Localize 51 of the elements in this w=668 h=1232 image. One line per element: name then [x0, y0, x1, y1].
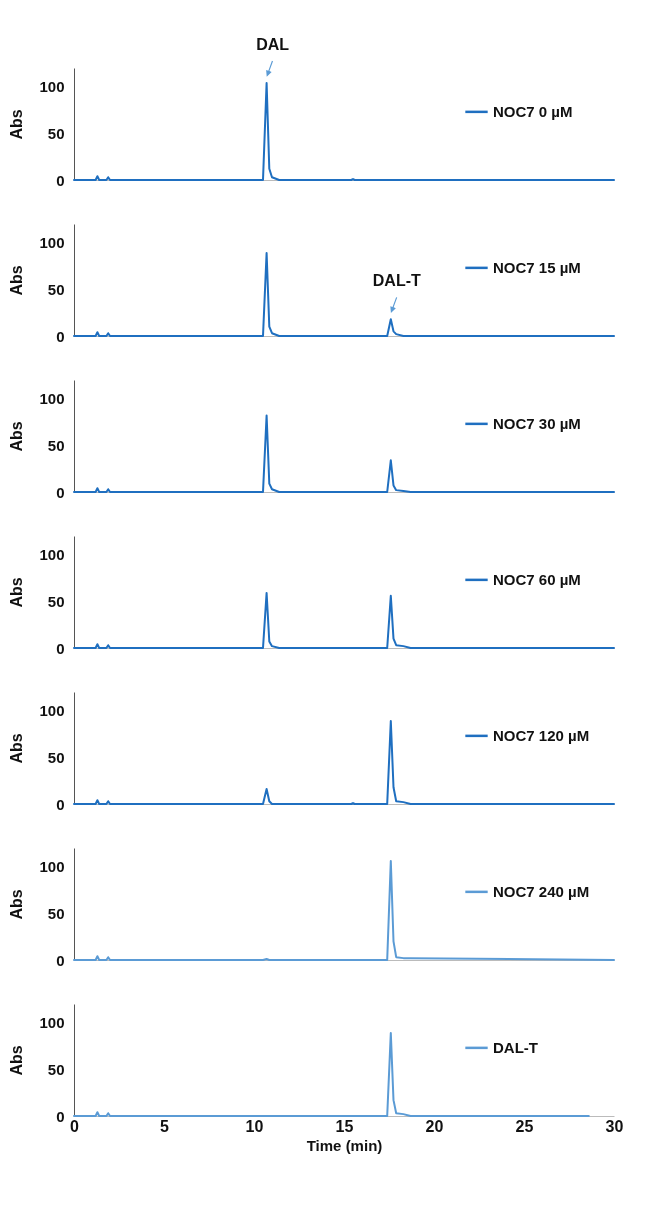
y-axis-title: Abs	[8, 889, 26, 920]
y-axis-title: Abs	[8, 577, 26, 608]
y-tick-label: 50	[47, 748, 65, 766]
line-series	[73, 414, 615, 493]
annotation: DAL	[256, 35, 290, 53]
y-axis-title: Abs	[8, 421, 26, 452]
y-axis-title: Abs	[8, 109, 26, 140]
legend-label: NOC7 60 µM	[493, 570, 581, 588]
y-tick-label: 50	[47, 592, 65, 610]
y-axis-title: Abs	[8, 733, 26, 764]
legend-label: NOC7 0 µM	[493, 102, 573, 120]
legend-label: NOC7 15 µM	[493, 258, 581, 276]
y-tick-label: 0	[56, 795, 65, 813]
y-tick-label: 50	[47, 1060, 65, 1078]
y-axis-title: Abs	[8, 1045, 26, 1076]
y-tick-label: 100	[39, 234, 65, 252]
y-tick-label: 0	[56, 327, 65, 345]
x-tick-label: 10	[245, 1117, 264, 1135]
x-tick-label: 5	[160, 1117, 170, 1135]
legend-label: NOC7 30 µM	[493, 414, 581, 432]
y-tick-label: 100	[39, 1014, 65, 1032]
x-tick-label: 20	[425, 1117, 444, 1135]
legend-label: DAL-T	[493, 1038, 538, 1056]
line-series	[73, 1031, 590, 1117]
y-tick-label: 100	[39, 546, 65, 564]
y-tick-label: 100	[39, 702, 65, 720]
line-series	[73, 251, 615, 337]
y-tick-label: 100	[39, 78, 65, 96]
y-tick-label: 0	[56, 483, 65, 501]
line-series	[73, 81, 615, 181]
y-tick-label: 0	[56, 171, 65, 189]
y-tick-label: 100	[39, 390, 65, 408]
annotation: DAL-T	[372, 272, 422, 290]
x-tick-label: 25	[515, 1117, 534, 1135]
legend-label: NOC7 120 µM	[493, 726, 590, 744]
y-axis-title: Abs	[8, 265, 26, 296]
x-axis-title: Time (min)	[306, 1136, 383, 1154]
line-series	[73, 719, 615, 805]
y-tick-label: 50	[47, 904, 65, 922]
legend-label: NOC7 240 µM	[493, 882, 590, 900]
line-series	[73, 860, 615, 961]
x-tick-label: 0	[70, 1117, 80, 1135]
y-tick-label: 0	[56, 639, 65, 657]
x-tick-label: 30	[605, 1117, 624, 1135]
y-tick-label: 0	[56, 951, 65, 969]
y-tick-label: 50	[47, 280, 65, 298]
y-tick-label: 50	[47, 124, 65, 142]
x-tick-label: 15	[335, 1117, 354, 1135]
line-series	[73, 591, 615, 649]
y-tick-label: 50	[47, 436, 65, 454]
y-tick-label: 100	[39, 858, 65, 876]
